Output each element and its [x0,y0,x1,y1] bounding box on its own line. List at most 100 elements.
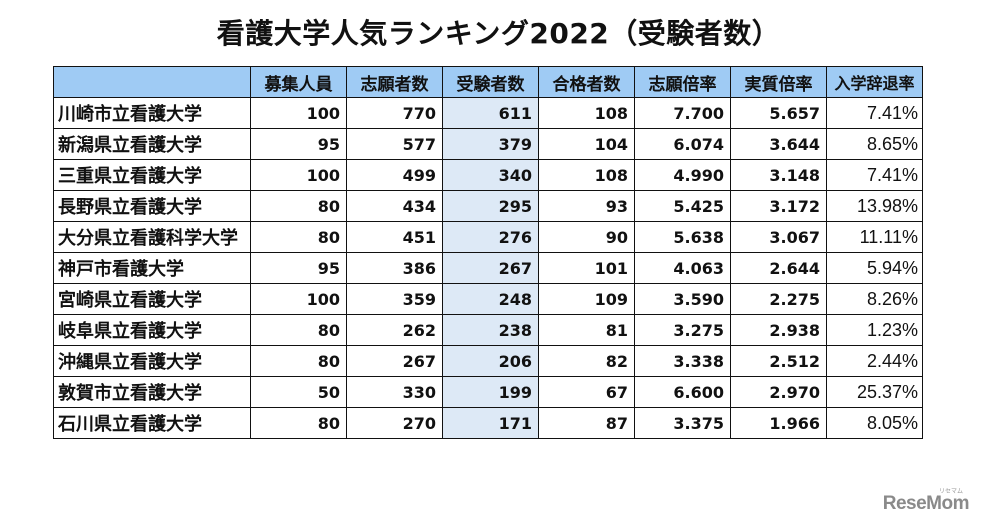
actual-ratio-cell: 2.970 [730,376,827,408]
decline-rate-cell: 7.41% [826,159,923,191]
application-ratio-cell: 4.990 [634,159,731,191]
actual-ratio-cell: 2.275 [730,283,827,315]
actual-ratio-cell: 3.148 [730,159,827,191]
examinees-cell: 171 [442,407,539,439]
applicants-cell: 262 [346,314,443,346]
capacity-cell: 80 [250,345,347,377]
table-row: 沖縄県立看護大学 80 267 206 82 3.338 2.512 2.44% [53,345,923,377]
decline-rate-cell: 25.37% [826,376,923,408]
capacity-cell: 80 [250,314,347,346]
header-application-ratio: 志願倍率 [634,66,731,98]
header-decline-rate: 入学辞退率 [826,66,923,98]
application-ratio-cell: 3.375 [634,407,731,439]
applicants-cell: 386 [346,252,443,284]
application-ratio-cell: 5.638 [634,221,731,253]
university-name: 長野県立看護大学 [53,190,251,222]
actual-ratio-cell: 3.067 [730,221,827,253]
actual-ratio-cell: 2.644 [730,252,827,284]
examinees-cell: 340 [442,159,539,191]
header-name [53,66,251,98]
capacity-cell: 80 [250,190,347,222]
capacity-cell: 95 [250,252,347,284]
accepted-cell: 82 [538,345,635,377]
actual-ratio-cell: 2.512 [730,345,827,377]
actual-ratio-cell: 2.938 [730,314,827,346]
accepted-cell: 90 [538,221,635,253]
university-name: 沖縄県立看護大学 [53,345,251,377]
university-name: 三重県立看護大学 [53,159,251,191]
ranking-table: 募集人員 志願者数 受験者数 合格者数 志願倍率 実質倍率 入学辞退率 川崎市立… [53,66,923,439]
accepted-cell: 104 [538,128,635,160]
application-ratio-cell: 3.338 [634,345,731,377]
capacity-cell: 50 [250,376,347,408]
applicants-cell: 499 [346,159,443,191]
header-applicants: 志願者数 [346,66,443,98]
decline-rate-cell: 11.11% [826,221,923,253]
examinees-cell: 238 [442,314,539,346]
accepted-cell: 81 [538,314,635,346]
accepted-cell: 108 [538,97,635,129]
applicants-cell: 267 [346,345,443,377]
decline-rate-cell: 8.05% [826,407,923,439]
accepted-cell: 109 [538,283,635,315]
applicants-cell: 577 [346,128,443,160]
application-ratio-cell: 5.425 [634,190,731,222]
table-row: 川崎市立看護大学 100 770 611 108 7.700 5.657 7.41% [53,97,923,129]
header-accepted: 合格者数 [538,66,635,98]
decline-rate-cell: 5.94% [826,252,923,284]
application-ratio-cell: 3.275 [634,314,731,346]
examinees-cell: 206 [442,345,539,377]
decline-rate-cell: 8.65% [826,128,923,160]
decline-rate-cell: 1.23% [826,314,923,346]
applicants-cell: 770 [346,97,443,129]
capacity-cell: 95 [250,128,347,160]
examinees-cell: 611 [442,97,539,129]
examinees-cell: 199 [442,376,539,408]
accepted-cell: 87 [538,407,635,439]
table-row: 長野県立看護大学 80 434 295 93 5.425 3.172 13.98% [53,190,923,222]
decline-rate-cell: 2.44% [826,345,923,377]
logo-text: ReseMom [882,493,970,514]
table-row: 三重県立看護大学 100 499 340 108 4.990 3.148 7.41% [53,159,923,191]
examinees-cell: 267 [442,252,539,284]
applicants-cell: 359 [346,283,443,315]
table-row: 神戸市看護大学 95 386 267 101 4.063 2.644 5.94% [53,252,923,284]
table-row: 岐阜県立看護大学 80 262 238 81 3.275 2.938 1.23% [53,314,923,346]
capacity-cell: 80 [250,407,347,439]
header-actual-ratio: 実質倍率 [730,66,827,98]
capacity-cell: 100 [250,97,347,129]
resemom-logo: ReseMom リセマム [882,489,970,515]
examinees-cell: 295 [442,190,539,222]
application-ratio-cell: 7.700 [634,97,731,129]
accepted-cell: 67 [538,376,635,408]
university-name: 新潟県立看護大学 [53,128,251,160]
university-name: 宮崎県立看護大学 [53,283,251,315]
applicants-cell: 330 [346,376,443,408]
examinees-cell: 276 [442,221,539,253]
actual-ratio-cell: 3.644 [730,128,827,160]
decline-rate-cell: 13.98% [826,190,923,222]
header-examinees: 受験者数 [442,66,539,98]
university-name: 石川県立看護大学 [53,407,251,439]
examinees-cell: 248 [442,283,539,315]
table-row: 敦賀市立看護大学 50 330 199 67 6.600 2.970 25.37% [53,376,923,408]
decline-rate-cell: 7.41% [826,97,923,129]
header-row: 募集人員 志願者数 受験者数 合格者数 志願倍率 実質倍率 入学辞退率 [53,66,923,98]
accepted-cell: 93 [538,190,635,222]
logo-ruby: リセマム [938,489,963,495]
actual-ratio-cell: 1.966 [730,407,827,439]
table-row: 宮崎県立看護大学 100 359 248 109 3.590 2.275 8.26% [53,283,923,315]
application-ratio-cell: 3.590 [634,283,731,315]
actual-ratio-cell: 3.172 [730,190,827,222]
application-ratio-cell: 6.600 [634,376,731,408]
actual-ratio-cell: 5.657 [730,97,827,129]
examinees-cell: 379 [442,128,539,160]
university-name: 岐阜県立看護大学 [53,314,251,346]
application-ratio-cell: 4.063 [634,252,731,284]
application-ratio-cell: 6.074 [634,128,731,160]
table-row: 石川県立看護大学 80 270 171 87 3.375 1.966 8.05% [53,407,923,439]
decline-rate-cell: 8.26% [826,283,923,315]
table-row: 新潟県立看護大学 95 577 379 104 6.074 3.644 8.65% [53,128,923,160]
accepted-cell: 108 [538,159,635,191]
applicants-cell: 451 [346,221,443,253]
